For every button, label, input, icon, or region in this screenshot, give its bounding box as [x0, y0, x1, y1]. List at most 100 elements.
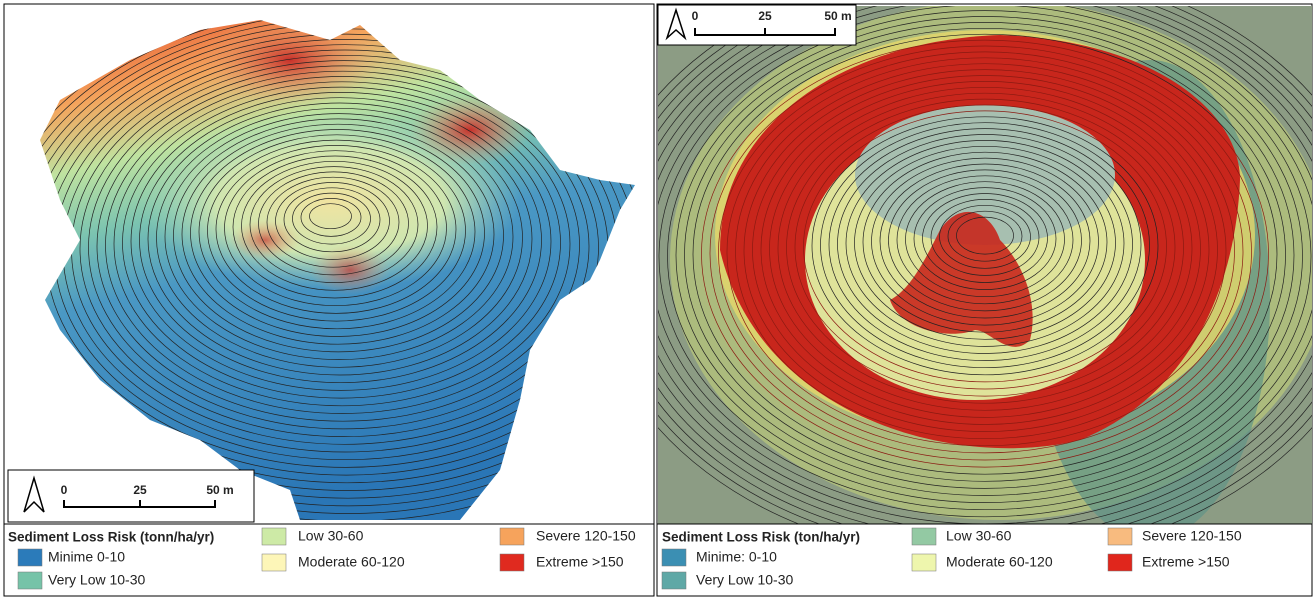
legend-swatch [1107, 527, 1133, 546]
contour [207, 139, 466, 322]
contour [96, 70, 590, 422]
legend-label: Moderate 60-120 [298, 554, 405, 570]
contour [232, 155, 438, 299]
contour [718, 51, 1252, 454]
contour [930, 199, 1040, 276]
contour [266, 176, 400, 268]
contour [828, 128, 1142, 361]
scale-bar: 0 25 50 m [7, 469, 255, 523]
scale-label: 25 [133, 483, 147, 497]
legend-label: Minime: 0-10 [696, 549, 777, 565]
contour [156, 107, 523, 368]
contour [803, 110, 1167, 383]
legend-swatch [17, 548, 43, 567]
contour [190, 129, 485, 337]
contour [224, 150, 447, 307]
legend-swatch [661, 548, 687, 567]
contour [181, 123, 495, 345]
legend-swatch [261, 553, 287, 572]
contour [40, 20, 635, 507]
contour [249, 166, 419, 283]
contour [300, 198, 362, 237]
contour [658, 6, 1312, 510]
contour [173, 118, 504, 353]
contour [283, 187, 381, 253]
contour [40, 20, 635, 514]
contour [692, 33, 1278, 475]
contour [769, 86, 1201, 411]
contour [701, 39, 1269, 468]
scale-label: 50 m [824, 9, 851, 23]
contour [658, 6, 1312, 518]
legend-label: Low 30-60 [298, 528, 364, 544]
contour [139, 97, 542, 384]
legend-swatch [911, 527, 937, 546]
contour [215, 145, 457, 314]
contour [122, 86, 561, 399]
legend-label: Moderate 60-120 [946, 554, 1053, 570]
legend-label: Low 30-60 [946, 528, 1012, 544]
legend-label: Extreme >150 [1142, 554, 1230, 570]
legend-swatch [499, 553, 525, 572]
legend-title: Sediment Loss Risk (tonn/ha/yr) [8, 530, 214, 545]
legend-label: Minime 0-10 [48, 549, 125, 565]
contour [726, 57, 1244, 447]
scale-label: 50 m [206, 483, 233, 497]
legend-swatch [17, 571, 43, 590]
contour [879, 163, 1091, 319]
contour [147, 102, 533, 376]
contour [241, 160, 428, 291]
contour [794, 104, 1176, 390]
contour [837, 134, 1133, 354]
contour [905, 181, 1065, 298]
contour [709, 45, 1261, 461]
contour [105, 76, 580, 414]
legend-label: Severe 120-150 [1142, 528, 1242, 544]
contour [939, 204, 1031, 269]
contour [40, 33, 635, 476]
contour [913, 187, 1057, 290]
contour [854, 145, 1116, 340]
contour [845, 140, 1125, 347]
scale-label: 0 [61, 483, 68, 497]
contour [198, 134, 476, 330]
contour [675, 22, 1295, 489]
legend-title: Sediment Loss Risk (ton/ha/yr) [662, 530, 860, 545]
contour [275, 182, 390, 260]
legend-swatch [499, 527, 525, 546]
scale-label: 0 [692, 9, 699, 23]
legend-swatch [261, 527, 287, 546]
contour [862, 151, 1108, 333]
contour [667, 16, 1303, 496]
contour [164, 113, 514, 360]
contour [684, 27, 1286, 482]
contour [309, 203, 352, 230]
contour [956, 216, 1014, 255]
contour [786, 98, 1184, 397]
contour [811, 116, 1159, 376]
contour [258, 171, 409, 276]
contour [735, 63, 1235, 440]
legend-swatch [1107, 553, 1133, 572]
contour [130, 92, 552, 391]
contour [871, 157, 1099, 326]
contour [658, 10, 1312, 503]
scale-bar: 0 25 50 m [657, 4, 857, 46]
legend-swatch [661, 571, 687, 590]
contour [922, 193, 1048, 283]
contour [88, 65, 599, 430]
contour [777, 92, 1193, 404]
legend-label: Very Low 10-30 [48, 572, 145, 588]
risk-map [658, 6, 1312, 524]
contour [292, 192, 371, 245]
contour [888, 169, 1082, 312]
contour [820, 122, 1150, 369]
contour [760, 81, 1210, 418]
scale-label: 25 [758, 9, 772, 23]
contour [743, 69, 1227, 432]
contour [113, 81, 571, 407]
legend-label: Very Low 10-30 [696, 572, 793, 588]
legend-swatch [911, 553, 937, 572]
contour [896, 175, 1074, 305]
